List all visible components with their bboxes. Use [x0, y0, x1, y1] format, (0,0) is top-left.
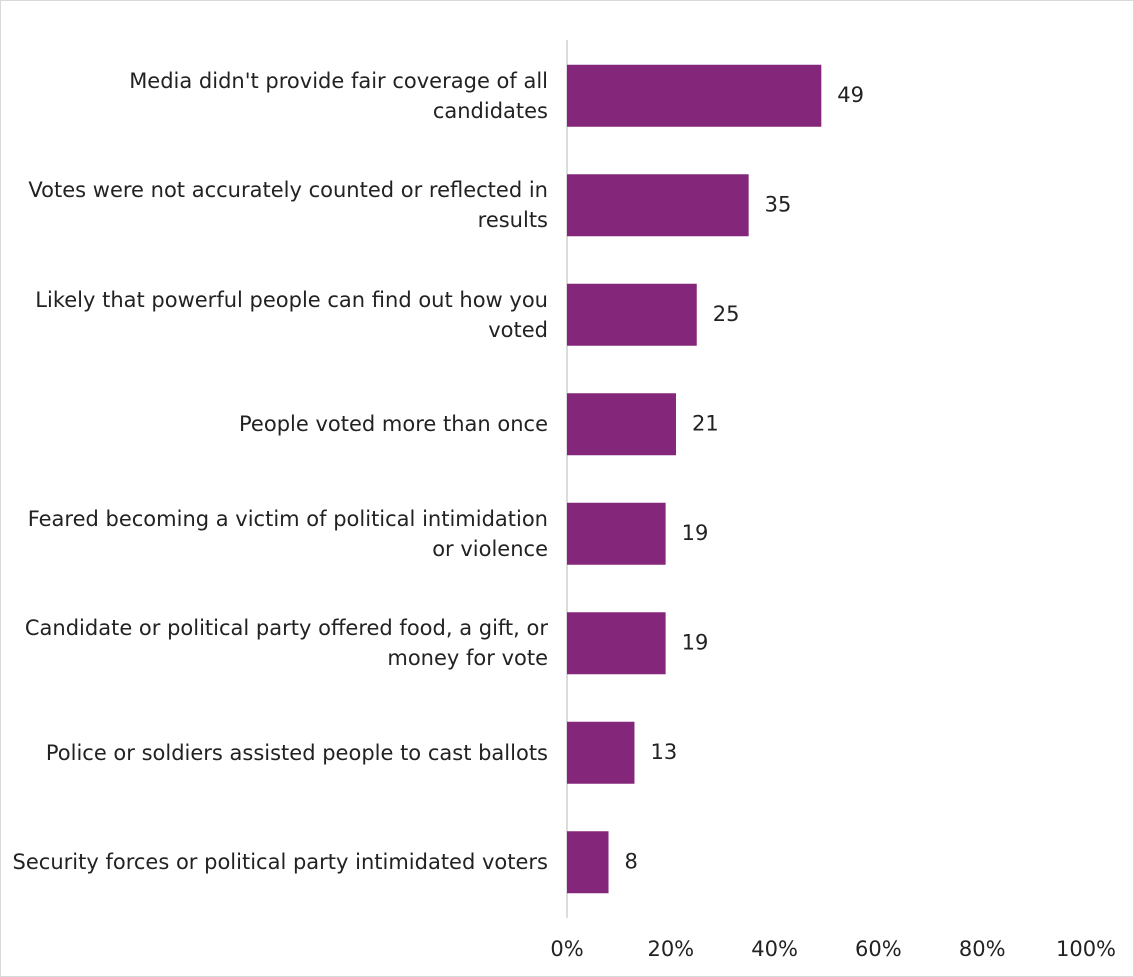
x-tick-label: 0% [550, 937, 583, 961]
bar [567, 831, 609, 894]
bar [567, 393, 676, 456]
x-tick-label: 60% [855, 937, 902, 961]
y-tick-label: People voted more than once [239, 412, 548, 437]
bar [567, 64, 822, 127]
value-label: 49 [837, 83, 864, 107]
value-label: 35 [765, 192, 792, 216]
bar [567, 502, 666, 565]
x-tick-label: 40% [751, 937, 798, 961]
value-label: 19 [682, 521, 709, 545]
bar [567, 612, 666, 675]
bar [567, 721, 635, 784]
y-tick-label: Candidate or political party offered foo… [24, 616, 548, 671]
x-tick-label: 80% [959, 937, 1006, 961]
y-tick-label: Likely that powerful people can find out… [35, 287, 548, 342]
y-tick-label: Media didn't provide fair coverage of al… [129, 68, 548, 123]
y-tick-label: Security forces or political party intim… [12, 850, 548, 875]
value-label: 13 [650, 740, 677, 764]
value-label: 25 [713, 302, 740, 326]
y-tick-label: Votes were not accurately counted or ref… [28, 178, 548, 233]
value-label: 21 [692, 411, 719, 435]
value-label: 19 [682, 630, 709, 654]
bar [567, 283, 697, 346]
x-tick-label: 20% [647, 937, 694, 961]
y-tick-label: Feared becoming a victim of political in… [27, 506, 548, 561]
y-tick-label: Police or soldiers assisted people to ca… [45, 740, 548, 765]
x-tick-label: 100% [1056, 937, 1116, 961]
value-label: 8 [625, 849, 638, 873]
bar [567, 174, 749, 237]
